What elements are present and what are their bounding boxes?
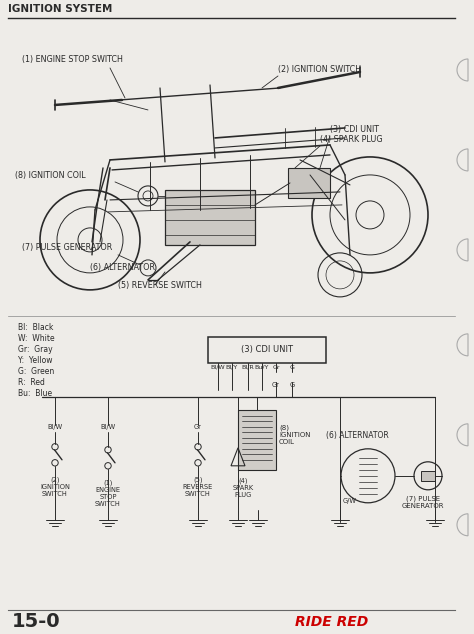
Wedge shape bbox=[457, 149, 468, 171]
Text: (1)
ENGINE
STOP
SWITCH: (1) ENGINE STOP SWITCH bbox=[95, 480, 121, 507]
Text: Bl/Y: Bl/Y bbox=[226, 365, 238, 370]
Bar bbox=[165, 190, 255, 245]
Text: Bl/R: Bl/R bbox=[242, 365, 255, 370]
Text: (8)
IGNITION
COIL: (8) IGNITION COIL bbox=[279, 425, 310, 445]
Wedge shape bbox=[457, 334, 468, 356]
Text: Gr: Gr bbox=[194, 424, 202, 430]
Wedge shape bbox=[457, 424, 468, 446]
Text: (7) PULSE GENERATOR: (7) PULSE GENERATOR bbox=[22, 243, 112, 252]
Text: (2) IGNITION SWITCH: (2) IGNITION SWITCH bbox=[278, 65, 361, 74]
Text: G: G bbox=[290, 382, 294, 388]
Text: Gr: Gr bbox=[272, 382, 280, 388]
Text: Gr:  Gray: Gr: Gray bbox=[18, 345, 53, 354]
Text: (2)
IGNITION
SWITCH: (2) IGNITION SWITCH bbox=[40, 477, 70, 497]
Text: G: G bbox=[290, 365, 294, 370]
Text: Y:  Yellow: Y: Yellow bbox=[18, 356, 53, 365]
Wedge shape bbox=[457, 59, 468, 81]
Text: (3) CDI UNIT: (3) CDI UNIT bbox=[241, 346, 293, 354]
Text: 15-0: 15-0 bbox=[12, 612, 61, 631]
Text: (8) IGNITION COIL: (8) IGNITION COIL bbox=[15, 171, 86, 180]
Text: Bu/Y: Bu/Y bbox=[255, 365, 269, 370]
Text: IGNITION SYSTEM: IGNITION SYSTEM bbox=[8, 4, 112, 14]
Bar bbox=[421, 471, 435, 481]
Text: (4) SPARK PLUG: (4) SPARK PLUG bbox=[320, 135, 383, 144]
Text: (6) ALTERNATOR: (6) ALTERNATOR bbox=[326, 431, 389, 440]
Wedge shape bbox=[457, 239, 468, 261]
Text: Bl/W: Bl/W bbox=[100, 424, 116, 430]
Text: G/W: G/W bbox=[343, 498, 357, 504]
Text: (3) CDI UNIT: (3) CDI UNIT bbox=[330, 125, 379, 134]
Text: Bl/W: Bl/W bbox=[47, 424, 63, 430]
Text: R:  Red: R: Red bbox=[18, 378, 45, 387]
Text: Bu:  Blue: Bu: Blue bbox=[18, 389, 52, 398]
Text: (7) PULSE
GENERATOR: (7) PULSE GENERATOR bbox=[402, 496, 444, 509]
Bar bbox=[208, 337, 326, 363]
Text: (5) REVERSE SWITCH: (5) REVERSE SWITCH bbox=[118, 281, 202, 290]
Text: Bl:  Black: Bl: Black bbox=[18, 323, 54, 332]
Text: Gr: Gr bbox=[272, 365, 280, 370]
Text: (5)
REVERSE
SWITCH: (5) REVERSE SWITCH bbox=[183, 477, 213, 497]
Text: W:  White: W: White bbox=[18, 334, 55, 343]
Text: (1) ENGINE STOP SWITCH: (1) ENGINE STOP SWITCH bbox=[22, 55, 123, 64]
Text: (6) ALTERNATOR: (6) ALTERNATOR bbox=[90, 263, 155, 272]
Text: RIDE RED: RIDE RED bbox=[295, 615, 368, 629]
Text: Bl/W: Bl/W bbox=[210, 365, 225, 370]
Bar bbox=[238, 410, 276, 470]
Bar bbox=[288, 168, 330, 198]
Text: (4)
SPARK
PLUG: (4) SPARK PLUG bbox=[232, 478, 254, 498]
Wedge shape bbox=[457, 514, 468, 536]
Text: G:  Green: G: Green bbox=[18, 367, 54, 376]
